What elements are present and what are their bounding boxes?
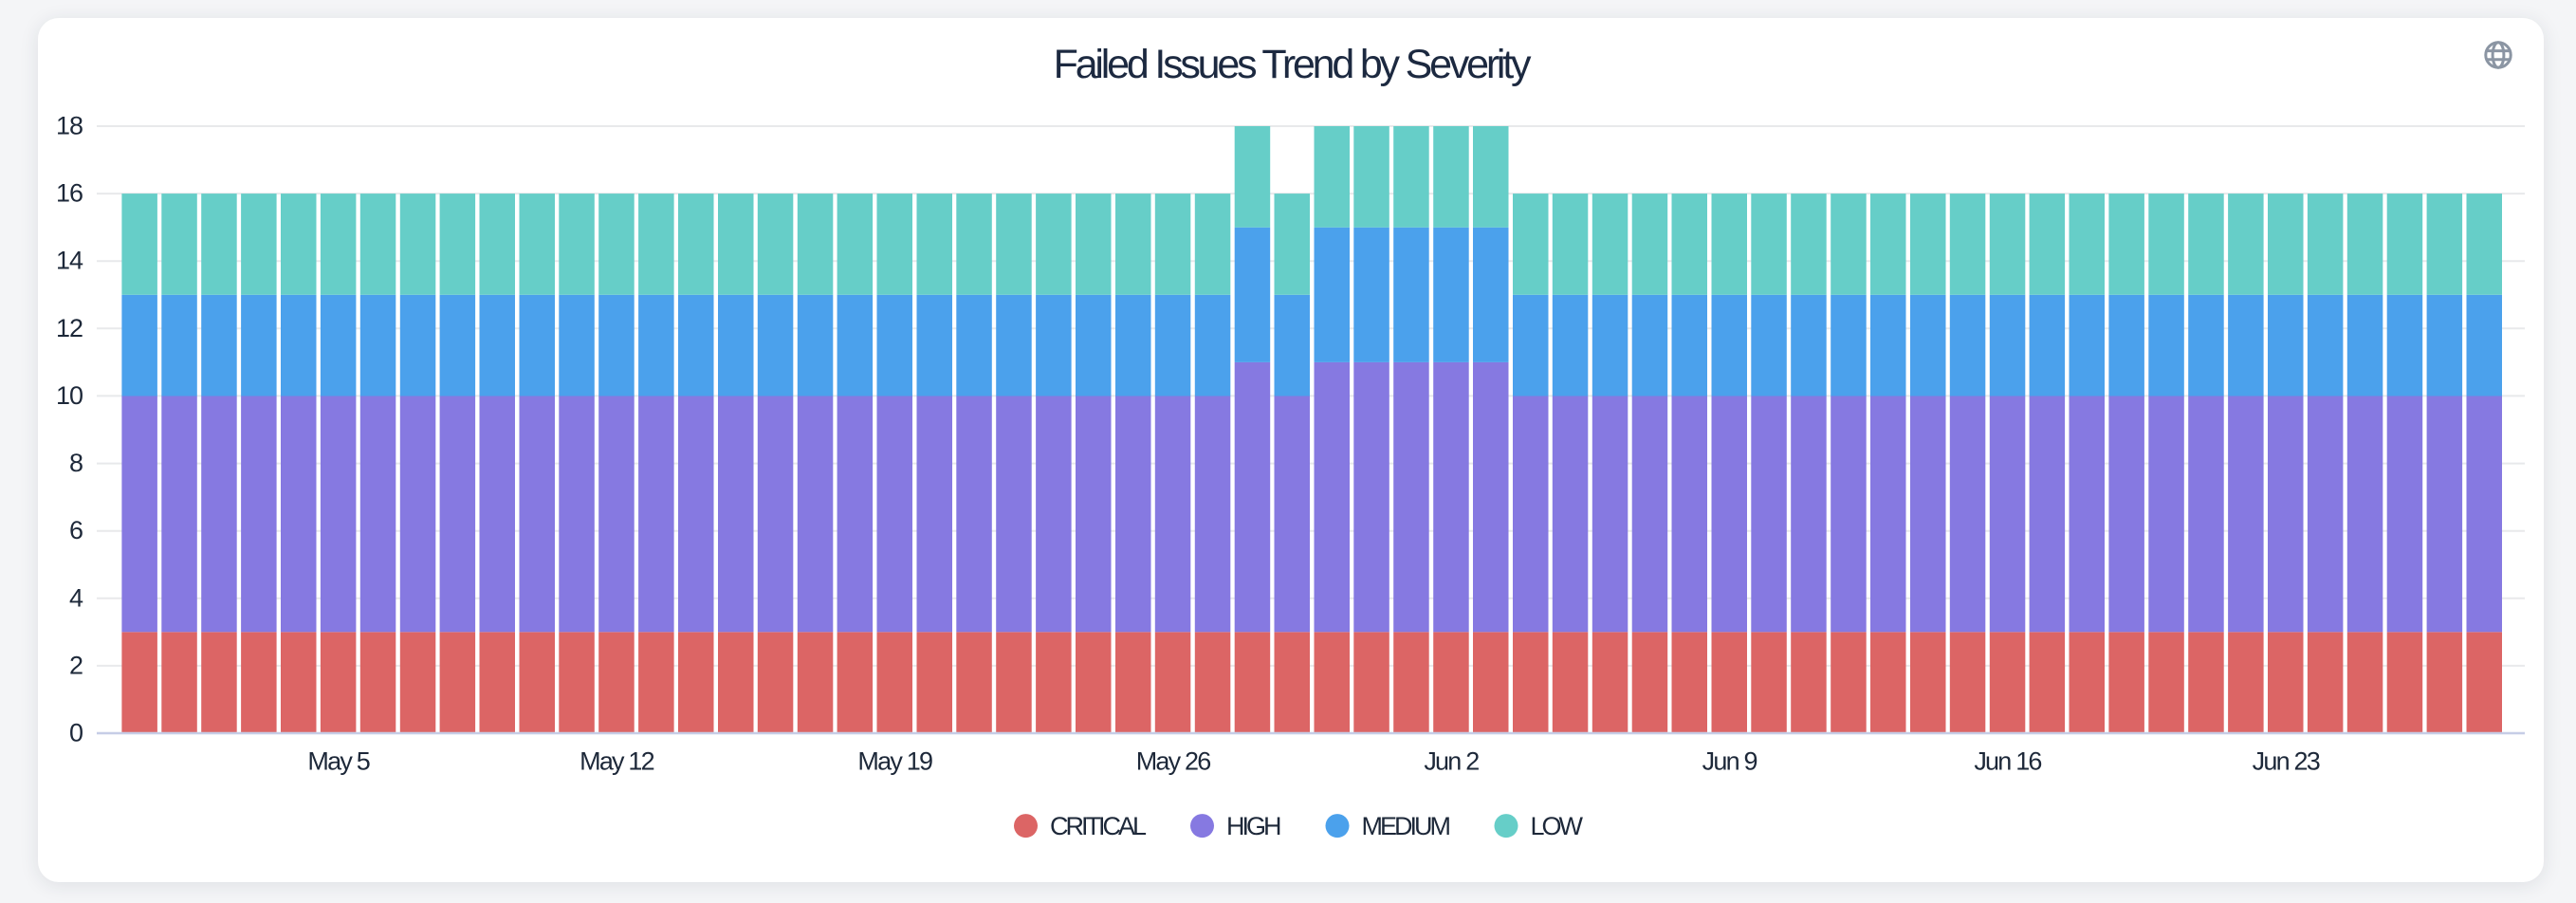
svg-text:May 19: May 19: [857, 747, 932, 776]
svg-text:4: 4: [69, 583, 83, 612]
svg-text:8: 8: [69, 449, 83, 477]
svg-text:2: 2: [69, 651, 83, 679]
svg-text:Jun 23: Jun 23: [2253, 747, 2320, 776]
svg-text:Jun 2: Jun 2: [1424, 747, 1479, 776]
svg-text:CRITICAL: CRITICAL: [1050, 812, 1147, 840]
svg-text:Failed Issues Trend by Severit: Failed Issues Trend by Severity: [1054, 42, 1532, 87]
svg-text:May 5: May 5: [307, 747, 369, 776]
svg-text:6: 6: [69, 516, 83, 544]
svg-text:MEDIUM: MEDIUM: [1362, 812, 1450, 840]
svg-text:LOW: LOW: [1531, 812, 1584, 840]
svg-text:May 12: May 12: [580, 747, 654, 776]
svg-text:16: 16: [56, 179, 83, 208]
svg-text:May 26: May 26: [1136, 747, 1211, 776]
svg-text:HIGH: HIGH: [1226, 812, 1280, 840]
svg-text:10: 10: [56, 381, 83, 410]
svg-text:Jun 16: Jun 16: [1974, 747, 2041, 776]
svg-text:12: 12: [56, 314, 83, 342]
svg-text:Jun 9: Jun 9: [1702, 747, 1757, 776]
svg-text:18: 18: [56, 112, 83, 140]
svg-text:0: 0: [69, 719, 83, 747]
svg-text:14: 14: [56, 247, 83, 275]
